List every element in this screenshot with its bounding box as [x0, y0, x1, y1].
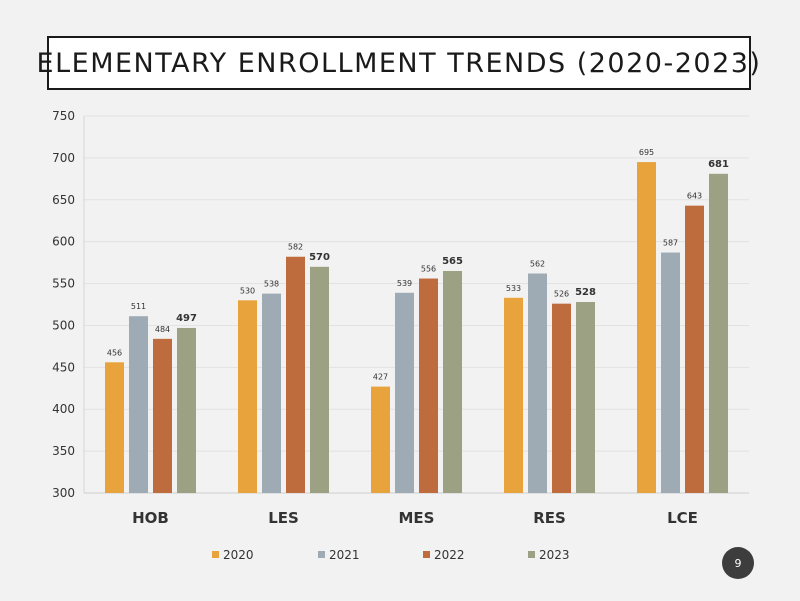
bar [153, 338, 172, 493]
data-label: 587 [663, 239, 678, 248]
bar [443, 270, 462, 493]
data-label: 497 [176, 313, 197, 324]
y-tick-label: 500 [52, 318, 75, 332]
y-tick-label: 550 [52, 277, 75, 291]
bar [637, 162, 656, 494]
data-label: 643 [687, 192, 702, 201]
x-tick-label: LES [268, 509, 299, 527]
bar [528, 273, 547, 493]
data-label: 565 [442, 256, 463, 267]
y-tick-label: 350 [52, 444, 75, 458]
bar [286, 256, 305, 493]
bar [685, 205, 704, 494]
legend-entry: 2021 [329, 548, 360, 562]
data-label: 530 [240, 286, 255, 295]
data-label: 456 [107, 348, 122, 357]
bar [504, 297, 523, 493]
data-label: 582 [288, 243, 303, 252]
y-tick-label: 700 [52, 151, 75, 165]
bar [105, 362, 124, 493]
y-tick-label: 600 [52, 235, 75, 249]
data-label: 556 [421, 265, 436, 274]
bar [262, 293, 281, 493]
bar [552, 303, 571, 493]
legend-swatch [528, 551, 535, 558]
bar [310, 266, 329, 493]
data-label: 528 [575, 287, 596, 298]
bar [709, 173, 728, 493]
bar [395, 292, 414, 493]
y-tick-label: 750 [52, 109, 75, 123]
legend-swatch [423, 551, 430, 558]
data-label: 570 [309, 252, 330, 263]
data-label: 539 [397, 279, 412, 288]
y-tick-label: 450 [52, 360, 75, 374]
legend-entry: 2022 [434, 548, 465, 562]
bar [129, 316, 148, 493]
x-tick-label: RES [533, 509, 566, 527]
x-tick-label: MES [399, 509, 435, 527]
legend-entry: 2020 [223, 548, 254, 562]
data-label: 526 [554, 290, 569, 299]
data-label: 533 [506, 284, 521, 293]
bar [419, 278, 438, 493]
legend-entry: 2023 [539, 548, 570, 562]
legend-swatch [318, 551, 325, 558]
bar [371, 386, 390, 493]
bar [177, 327, 196, 493]
y-tick-label: 300 [52, 486, 75, 500]
data-label: 538 [264, 280, 279, 289]
data-label: 695 [639, 148, 654, 157]
chart-title: ELEMENTARY ENROLLMENT TRENDS (2020-2023) [36, 47, 762, 79]
data-label: 511 [131, 302, 146, 311]
legend-swatch [212, 551, 219, 558]
data-label: 484 [155, 325, 170, 334]
title-box: ELEMENTARY ENROLLMENT TRENDS (2020-2023) [37, 36, 760, 90]
x-tick-label: HOB [132, 509, 169, 527]
bar [576, 301, 595, 493]
data-label: 427 [373, 373, 388, 382]
page-number-badge: 9 [722, 547, 754, 579]
y-tick-label: 400 [52, 402, 75, 416]
data-label: 681 [708, 159, 729, 170]
data-label: 562 [530, 260, 545, 269]
x-tick-label: LCE [667, 509, 698, 527]
y-tick-label: 650 [52, 193, 75, 207]
bar [238, 300, 257, 493]
bar [661, 252, 680, 493]
